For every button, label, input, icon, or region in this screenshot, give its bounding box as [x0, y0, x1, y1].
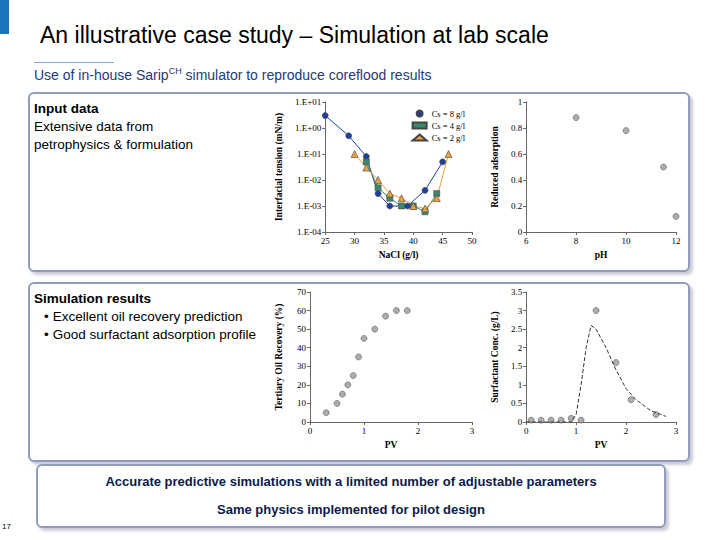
svg-text:20: 20 — [297, 380, 307, 390]
svg-text:3: 3 — [518, 306, 523, 316]
svg-text:1: 1 — [574, 426, 579, 436]
svg-text:3: 3 — [470, 426, 475, 436]
svg-text:60: 60 — [297, 306, 307, 316]
svg-text:Interfacial tension (mN/m): Interfacial tension (mN/m) — [274, 113, 285, 221]
svg-text:NaCl (g/l): NaCl (g/l) — [379, 250, 419, 261]
svg-text:1: 1 — [518, 380, 523, 390]
svg-text:12: 12 — [672, 236, 681, 246]
svg-text:0.5: 0.5 — [511, 398, 523, 408]
html-text:An illustrative case study – S: An illustrative case study – Simulation … — [40, 22, 549, 48]
svg-text:30: 30 — [350, 236, 360, 246]
svg-text:50: 50 — [297, 324, 307, 334]
html-text:petrophysics & formulation: petrophysics & formulation — [34, 137, 194, 152]
svg-text:Tertiary Oil Recovery (%): Tertiary Oil Recovery (%) — [274, 303, 285, 410]
html-text:Good surfactant adsorption pro: Good surfactant adsorption profile — [52, 327, 257, 342]
svg-text:Cs = 2 g/l: Cs = 2 g/l — [432, 133, 466, 143]
svg-text:0: 0 — [308, 426, 313, 436]
svg-text:0: 0 — [302, 417, 307, 427]
svg-text:40: 40 — [297, 343, 307, 353]
svg-text:3: 3 — [674, 426, 679, 436]
svg-text:Surfactant Conc. (g/L): Surfactant Conc. (g/L) — [490, 311, 501, 403]
svg-text:0: 0 — [524, 426, 529, 436]
svg-text:0.4: 0.4 — [511, 175, 523, 185]
svg-text:pH: pH — [595, 250, 608, 260]
svg-text:1.E+00: 1.E+00 — [295, 123, 322, 133]
svg-text:1.5: 1.5 — [511, 361, 523, 371]
html-text:Accurate predictive simulation: Accurate predictive simulations with a l… — [105, 474, 597, 489]
svg-text:0.2: 0.2 — [511, 201, 522, 211]
svg-text:10: 10 — [622, 236, 632, 246]
svg-text:PV: PV — [595, 440, 608, 450]
svg-text:Cs = 8 g/l: Cs = 8 g/l — [432, 109, 466, 119]
svg-text:1.E-01: 1.E-01 — [297, 149, 321, 159]
html-text:Simulation results: Simulation results — [34, 291, 151, 306]
html-text:Input data: Input data — [34, 101, 99, 116]
svg-text:1.E-02: 1.E-02 — [297, 175, 321, 185]
svg-text:40: 40 — [409, 236, 419, 246]
svg-text:70: 70 — [297, 287, 307, 297]
html-text:Extensive data from: Extensive data from — [34, 119, 154, 134]
svg-text:Cs = 4 g/l: Cs = 4 g/l — [432, 121, 466, 131]
svg-text:1.E-04: 1.E-04 — [297, 227, 322, 237]
svg-text:Reduced adsorption: Reduced adsorption — [490, 126, 500, 208]
svg-text:50: 50 — [468, 236, 478, 246]
html-text:Use of in-house SaripCHsimulat: Use of in-house SaripCHsimulator to repr… — [34, 66, 432, 83]
svg-text:8: 8 — [574, 236, 579, 246]
svg-text:0.6: 0.6 — [511, 149, 523, 159]
svg-text:45: 45 — [438, 236, 448, 246]
svg-text:2.5: 2.5 — [511, 324, 523, 334]
svg-text:30: 30 — [297, 361, 307, 371]
svg-text:6: 6 — [524, 236, 529, 246]
html-text:17: 17 — [2, 522, 11, 531]
svg-text:PV: PV — [385, 440, 398, 450]
svg-text:2: 2 — [518, 343, 523, 353]
svg-text:35: 35 — [379, 236, 389, 246]
svg-text:1.E-03: 1.E-03 — [297, 201, 322, 211]
svg-text:2: 2 — [416, 426, 421, 436]
svg-text:0.8: 0.8 — [511, 123, 523, 133]
svg-text:25: 25 — [321, 236, 331, 246]
svg-text:1: 1 — [518, 97, 523, 107]
svg-text:10: 10 — [297, 398, 307, 408]
svg-text:0: 0 — [518, 417, 523, 427]
svg-text:2: 2 — [624, 426, 629, 436]
svg-text:3.5: 3.5 — [511, 287, 523, 297]
svg-text:1.E+01: 1.E+01 — [295, 97, 321, 107]
html-text:Excellent oil recovery predict: Excellent oil recovery prediction — [52, 309, 243, 324]
svg-text:1: 1 — [362, 426, 367, 436]
html-text:Same physics implemented for p: Same physics implemented for pilot desig… — [217, 502, 485, 517]
svg-text:0: 0 — [518, 227, 523, 237]
